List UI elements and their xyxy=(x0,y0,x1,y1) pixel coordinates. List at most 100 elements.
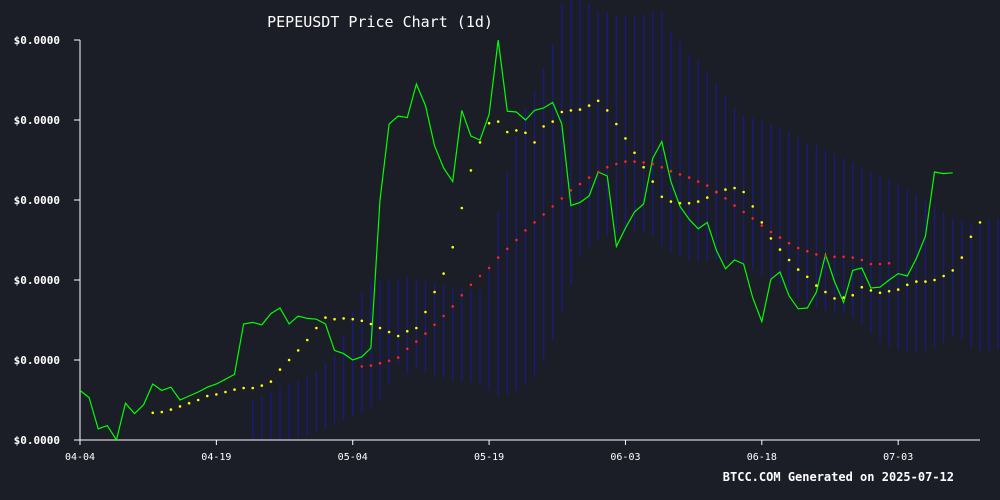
short-ma-point xyxy=(878,291,882,295)
short-ma-point xyxy=(660,195,664,199)
long-ma-point xyxy=(605,165,609,169)
short-ma-point xyxy=(578,108,582,111)
short-ma-point xyxy=(478,141,482,144)
long-ma-point xyxy=(569,189,573,192)
long-ma-point xyxy=(760,224,764,227)
long-ma-point xyxy=(715,190,718,194)
short-ma-point xyxy=(824,290,827,294)
long-ma-point xyxy=(615,162,618,166)
short-ma-point xyxy=(733,186,736,190)
long-ma-point xyxy=(742,210,745,214)
short-ma-point xyxy=(787,258,791,262)
x-tick-label: 04-04 xyxy=(65,452,95,463)
short-ma-point xyxy=(369,322,373,326)
chart-title: PEPEUSDT Price Chart (1d) xyxy=(267,13,493,31)
short-ma-point xyxy=(496,120,500,123)
long-ma-point xyxy=(887,261,891,265)
short-ma-point xyxy=(805,275,809,279)
short-ma-point xyxy=(769,237,773,240)
long-ma-point xyxy=(560,197,564,200)
short-ma-point xyxy=(960,256,964,259)
short-ma-point xyxy=(342,317,345,320)
long-ma-point xyxy=(433,323,436,327)
short-ma-point xyxy=(778,248,782,251)
short-ma-point xyxy=(387,330,391,334)
short-ma-point xyxy=(542,125,545,128)
y-tick-label: $0.0000 xyxy=(14,274,60,287)
long-ma-point xyxy=(460,293,464,297)
long-ma-point xyxy=(805,249,809,253)
long-ma-point xyxy=(778,236,782,239)
short-ma-point xyxy=(569,109,573,112)
x-tick-label: 04-19 xyxy=(201,452,231,463)
short-ma-point xyxy=(951,269,955,272)
short-ma-point xyxy=(678,201,682,205)
long-ma-point xyxy=(596,170,600,174)
long-ma-point xyxy=(696,180,700,183)
long-ma-point xyxy=(705,184,709,187)
long-ma-point xyxy=(405,347,409,351)
short-ma-point xyxy=(551,120,555,123)
long-ma-point xyxy=(396,356,400,359)
long-ma-point xyxy=(833,255,836,259)
short-ma-point xyxy=(451,245,455,249)
y-tick-label: $0.0000 xyxy=(14,34,60,47)
long-ma-point xyxy=(769,230,773,234)
long-ma-point xyxy=(442,314,445,318)
short-ma-point xyxy=(760,221,764,224)
y-tick-label: $0.0000 xyxy=(14,194,60,207)
short-ma-point xyxy=(669,200,673,203)
long-ma-point xyxy=(515,238,518,242)
short-ma-point xyxy=(651,180,655,183)
long-ma-point xyxy=(869,262,873,266)
short-ma-point xyxy=(360,319,364,323)
short-ma-point xyxy=(605,109,609,112)
short-ma-point xyxy=(469,169,473,172)
chart-footer: BTCC.COM Generated on 2025-07-12 xyxy=(723,470,954,484)
long-ma-point xyxy=(505,247,509,251)
axes: $0.0000 $0.0000 $0.0000 $0.0000 $0.0000 $0.00… xyxy=(14,34,980,463)
long-ma-point xyxy=(369,364,373,367)
y-tick-label: $0.0000 xyxy=(14,114,60,127)
short-ma-point xyxy=(351,317,355,321)
short-ma-point xyxy=(615,122,618,126)
short-ma-point xyxy=(269,380,273,383)
footer-date: 2025-07-12 xyxy=(881,470,954,484)
short-ma-point xyxy=(687,201,691,205)
long-ma-point xyxy=(415,340,418,343)
short-ma-point xyxy=(296,349,300,352)
short-ma-point xyxy=(633,151,636,155)
long-ma-point xyxy=(824,254,827,258)
long-ma-point xyxy=(815,253,818,256)
long-ma-point xyxy=(660,165,664,169)
short-ma-point xyxy=(833,297,836,300)
long-ma-point xyxy=(687,176,691,179)
long-ma-point xyxy=(724,197,727,200)
long-ma-point xyxy=(496,256,500,259)
long-ma-point xyxy=(469,283,473,287)
long-ma-point xyxy=(751,217,755,220)
short-ma-point xyxy=(887,289,891,293)
long-ma-point xyxy=(842,255,845,259)
long-ma-point xyxy=(551,205,555,208)
long-ma-point xyxy=(796,246,800,250)
footer-brand: BTCC.COM xyxy=(722,470,781,484)
long-ma-point xyxy=(360,365,364,368)
footer-generated-label: Generated on xyxy=(787,470,875,484)
long-ma-point xyxy=(787,241,791,245)
short-ma-point xyxy=(860,285,864,289)
short-ma-point xyxy=(915,280,918,283)
long-ma-point xyxy=(851,256,855,259)
short-ma-point xyxy=(815,284,818,287)
long-ma-point xyxy=(624,160,627,163)
short-ma-point xyxy=(524,131,527,135)
x-tick-label: 06-18 xyxy=(747,452,777,463)
short-ma-point xyxy=(560,110,564,114)
short-ma-point xyxy=(905,283,909,287)
short-ma-point xyxy=(842,296,845,299)
long-ma-point xyxy=(424,332,427,335)
short-ma-point xyxy=(942,274,945,278)
short-ma-point xyxy=(969,235,973,239)
short-ma-point xyxy=(724,188,727,191)
short-ma-point xyxy=(415,326,418,330)
